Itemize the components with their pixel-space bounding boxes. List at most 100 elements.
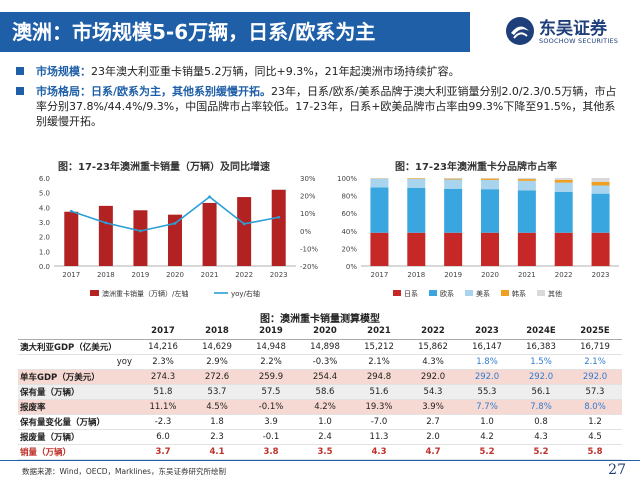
share-bar-segment [591,193,610,233]
y-left-tick-label: 4.0 [39,204,50,212]
table-row: 报废量（万辆） 6.0 2.3 -0.1 2.4 11.3 2.0 4.2 4.3 4.5 [18,429,622,445]
row-label: 销量（万辆） [18,444,136,460]
table-cell: 2.9% [190,354,244,370]
legend-swatch [501,290,509,296]
table-cell: 2.0 [406,429,460,445]
table-cell: 1.8 [190,414,244,430]
legend-swatch [429,290,437,296]
table-cell: 274.3 [136,369,190,385]
table-cell: 4.1 [190,444,244,460]
table-cell: 16,383 [514,339,568,355]
share-bar-segment [407,179,426,188]
sales-bar [168,214,182,266]
sales-model-table: 2017 2018 2019 2020 2021 2022 2023 2024E 2025E 澳… [18,323,622,460]
yoy-point [277,215,281,219]
bullet-square-icon [16,87,24,95]
y-left-tick-label: 1.0 [39,248,50,256]
table-cell: 1.0 [298,414,352,430]
table-cell: -2.3 [136,414,190,430]
table-cell: 11.1% [136,399,190,415]
y-right-tick-label: -20% [300,263,318,271]
x-tick-label: 2023 [270,271,288,279]
y-right-tick-label: 20% [300,193,316,201]
share-bar-segment [407,187,426,233]
table-cell: 6.0 [136,429,190,445]
share-chart: 0% 20% 40% 60% 80% 100% 2017 2018 2019 2020 2021 20… [337,175,619,298]
row-label: 报废率 [18,399,136,415]
table-cell: 3.8 [244,444,298,460]
table-cell: 57.3 [568,384,622,400]
table-cell: 54.3 [406,384,460,400]
table-cell: 272.6 [190,369,244,385]
table-cell: 5.2 [514,444,568,460]
table-row: 单车GDP（万美元） 274.3 272.6 259.9 254.4 294.8 292.0… [18,369,622,385]
table-column-header: 2022 [406,323,460,340]
bullet-list: 市场规模：23年澳大利亚重卡销量5.2万辆，同比+9.3%，21年起澳洲市场持续… [16,64,626,134]
table-cell: 16,147 [460,339,514,355]
table-cell: 14,898 [298,339,352,355]
table-cell: 4.5 [568,429,622,445]
y-right-tick-label: 30% [300,175,316,183]
share-bar-segment [370,178,389,188]
row-label: yoy [18,354,136,370]
x-tick-label: 2020 [481,271,499,279]
table-cell: 15,212 [352,339,406,355]
share-bar-segment [591,178,610,182]
table-cell: 11.3 [352,429,406,445]
table-cell: 58.6 [298,384,352,400]
legend-swatch [537,290,545,296]
brand-logo: 东吴证券 SOOCHOW SECURITIES [505,14,635,50]
table-cell: -0.1 [244,429,298,445]
footer-divider [0,460,640,461]
row-label: 报废量（万辆） [18,429,136,445]
table-cell: 292.0 [568,369,622,385]
table-cell: 2.2% [244,354,298,370]
table-cell: -7.0 [352,414,406,430]
table-column-header [18,323,136,340]
table-cell: 16,719 [568,339,622,355]
bullet-market-structure: 市场格局：日系/欧系为主，其他系别缓慢开拓。23年，日系/欧系/美系品牌于澳大利… [16,84,626,129]
x-tick-label: 2018 [97,271,115,279]
table-column-header: 2025E [568,323,622,340]
table-title: 图：澳洲重卡销量测算模型 [260,314,380,325]
share-bar-segment [444,178,463,180]
share-bar-segment [444,179,463,189]
table-row: 保有量变化量（万辆） -2.3 1.8 3.9 1.0 -7.0 2.7 1.0 0.8 1.2 [18,414,622,430]
share-bar-segment [554,179,573,183]
row-label: 单车GDP（万美元） [18,369,136,385]
share-bar-segment [481,178,499,179]
table-cell: -0.1% [244,399,298,415]
yoy-point [173,222,177,225]
table-cell: 1.5% [514,354,568,370]
table-row: yoy 2.3% 2.9% 2.2% -0.3% 2.1% 4.3% 1.8% 1.5% 2.1% [18,354,622,370]
x-tick-label: 2017 [62,271,80,279]
table-cell: 3.5 [298,444,352,460]
logo-sub: SOOCHOW SECURITIES [539,37,619,45]
share-bar-segment [407,232,426,266]
table-column-header: 2020 [298,323,352,340]
yoy-point [139,229,142,233]
sales-bar [237,197,252,266]
share-bar-segment [554,182,573,192]
soochow-logo-icon [506,17,534,45]
table-column-header: 2024E [514,323,568,340]
table-cell: 4.7 [406,444,460,460]
y-tick-label: 40% [341,228,357,236]
table-cell: 7.7% [460,399,514,415]
y-left-tick-label: 5.0 [39,190,50,198]
sales-bar [202,202,217,266]
share-bar-segment [554,232,573,266]
legend-swatch [393,290,401,296]
legend-label: 日系 [404,289,418,298]
table-cell: -0.3% [298,354,352,370]
bullet-head: 市场规模： [36,65,91,78]
x-tick-label: 2017 [371,271,389,279]
x-tick-label: 2023 [592,271,610,279]
table-cell: 2.3% [136,354,190,370]
table-cell: 4.2% [298,399,352,415]
share-bar-segment [481,232,499,266]
legend-label: 美系 [476,289,490,298]
share-bar-segment [517,178,536,180]
y-tick-label: 60% [341,210,357,218]
table-cell: 4.3 [352,444,406,460]
